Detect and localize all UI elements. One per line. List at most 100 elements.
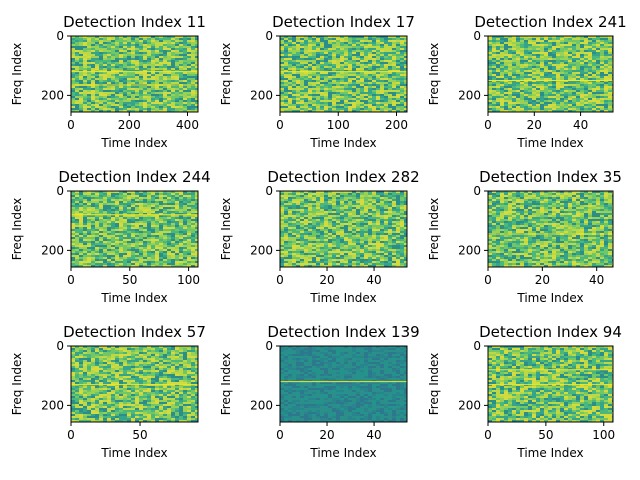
heatmap-cell [336, 58, 340, 60]
heatmap-cell [304, 193, 308, 195]
heatmap-cell [540, 98, 544, 100]
heatmap-cell [111, 241, 115, 243]
heatmap-cell [79, 100, 83, 102]
heatmap-cell [352, 66, 356, 68]
heatmap-cell [171, 44, 175, 46]
heatmap-cell [135, 229, 139, 231]
heatmap-cell [79, 221, 83, 223]
heatmap-cell [87, 213, 91, 215]
heatmap-cell [151, 191, 155, 193]
heatmap-cell [179, 217, 183, 219]
heatmap-cell [159, 36, 163, 38]
heatmap-cell [183, 259, 187, 261]
heatmap-cell [552, 110, 556, 112]
heatmap-cell [91, 253, 95, 255]
heatmap-cell [175, 40, 179, 42]
heatmap-cell [384, 80, 388, 82]
heatmap-cell [147, 54, 151, 56]
heatmap-cell [195, 265, 198, 267]
heatmap-cell [520, 92, 524, 94]
heatmap-cell [332, 88, 336, 90]
heatmap-cell [171, 72, 175, 74]
heatmap-cell [604, 84, 608, 86]
heatmap-cell [139, 237, 143, 239]
heatmap-cell [159, 42, 163, 44]
heatmap-cell [500, 108, 504, 110]
heatmap-cell [135, 38, 139, 40]
heatmap-cell [296, 66, 300, 68]
heatmap-cell [143, 229, 147, 231]
heatmap-cell [123, 42, 127, 44]
heatmap-cell [500, 48, 504, 50]
heatmap-cell [163, 191, 167, 193]
heatmap-cell [324, 40, 328, 42]
heatmap-cell [400, 100, 404, 102]
heatmap-cell [71, 259, 75, 261]
heatmap-cell [352, 68, 356, 70]
heatmap-cell [167, 219, 171, 221]
heatmap-cell [380, 106, 384, 108]
heatmap-cell [524, 38, 528, 40]
heatmap-cell [75, 50, 79, 52]
heatmap-cell [143, 193, 147, 195]
heatmap-cell [119, 94, 123, 96]
heatmap-cell [95, 217, 99, 219]
heatmap-cell [544, 100, 548, 102]
heatmap-cell [332, 54, 336, 56]
heatmap-cell [123, 62, 127, 64]
heatmap-cell [604, 110, 608, 112]
heatmap-cell [296, 96, 300, 98]
heatmap-cell [504, 110, 508, 112]
heatmap-cell [516, 104, 520, 106]
heatmap-cell [564, 38, 568, 40]
heatmap-cell [592, 108, 596, 110]
heatmap-cell [592, 70, 596, 72]
heatmap-cell [364, 78, 368, 80]
heatmap-cell [384, 96, 388, 98]
heatmap-cell [376, 80, 380, 82]
heatmap-cell [167, 106, 171, 108]
heatmap-cell [380, 76, 384, 78]
heatmap-cell [127, 44, 131, 46]
heatmap-cell [71, 197, 75, 199]
heatmap-cell [600, 48, 604, 50]
heatmap-cell [284, 110, 288, 112]
heatmap-cell [95, 247, 99, 249]
heatmap-cell [171, 245, 175, 247]
heatmap-cell [151, 80, 155, 82]
heatmap-cell [179, 96, 183, 98]
heatmap-cell [87, 211, 91, 213]
heatmap-cell [155, 255, 159, 257]
heatmap-cell [364, 108, 368, 110]
heatmap-cell [119, 231, 123, 233]
heatmap-cell [95, 56, 99, 58]
heatmap-cell [195, 227, 198, 229]
heatmap-cell [179, 229, 183, 231]
heatmap-cell [604, 70, 608, 72]
heatmap-cell [380, 72, 384, 74]
heatmap-cell [556, 56, 560, 58]
heatmap-cell [115, 227, 119, 229]
heatmap-cell [107, 98, 111, 100]
heatmap-cell [131, 42, 135, 44]
heatmap-cell [123, 243, 127, 245]
heatmap-cell [151, 239, 155, 241]
heatmap-cell [143, 197, 147, 199]
heatmap-cell [320, 96, 324, 98]
heatmap-cell [123, 197, 127, 199]
heatmap-cell [376, 50, 380, 52]
heatmap-cell [155, 44, 159, 46]
heatmap-cell [604, 60, 608, 62]
heatmap-cell [123, 205, 127, 207]
heatmap-cell [71, 195, 75, 197]
heatmap-cell [107, 225, 111, 227]
heatmap-cell [179, 237, 183, 239]
heatmap-cell [504, 94, 508, 96]
heatmap-cell [540, 100, 544, 102]
heatmap-cell [147, 203, 151, 205]
heatmap-cell [536, 50, 540, 52]
heatmap-cell [304, 58, 308, 60]
heatmap-cell [304, 106, 308, 108]
heatmap-cell [592, 74, 596, 76]
heatmap-cell [308, 68, 312, 70]
